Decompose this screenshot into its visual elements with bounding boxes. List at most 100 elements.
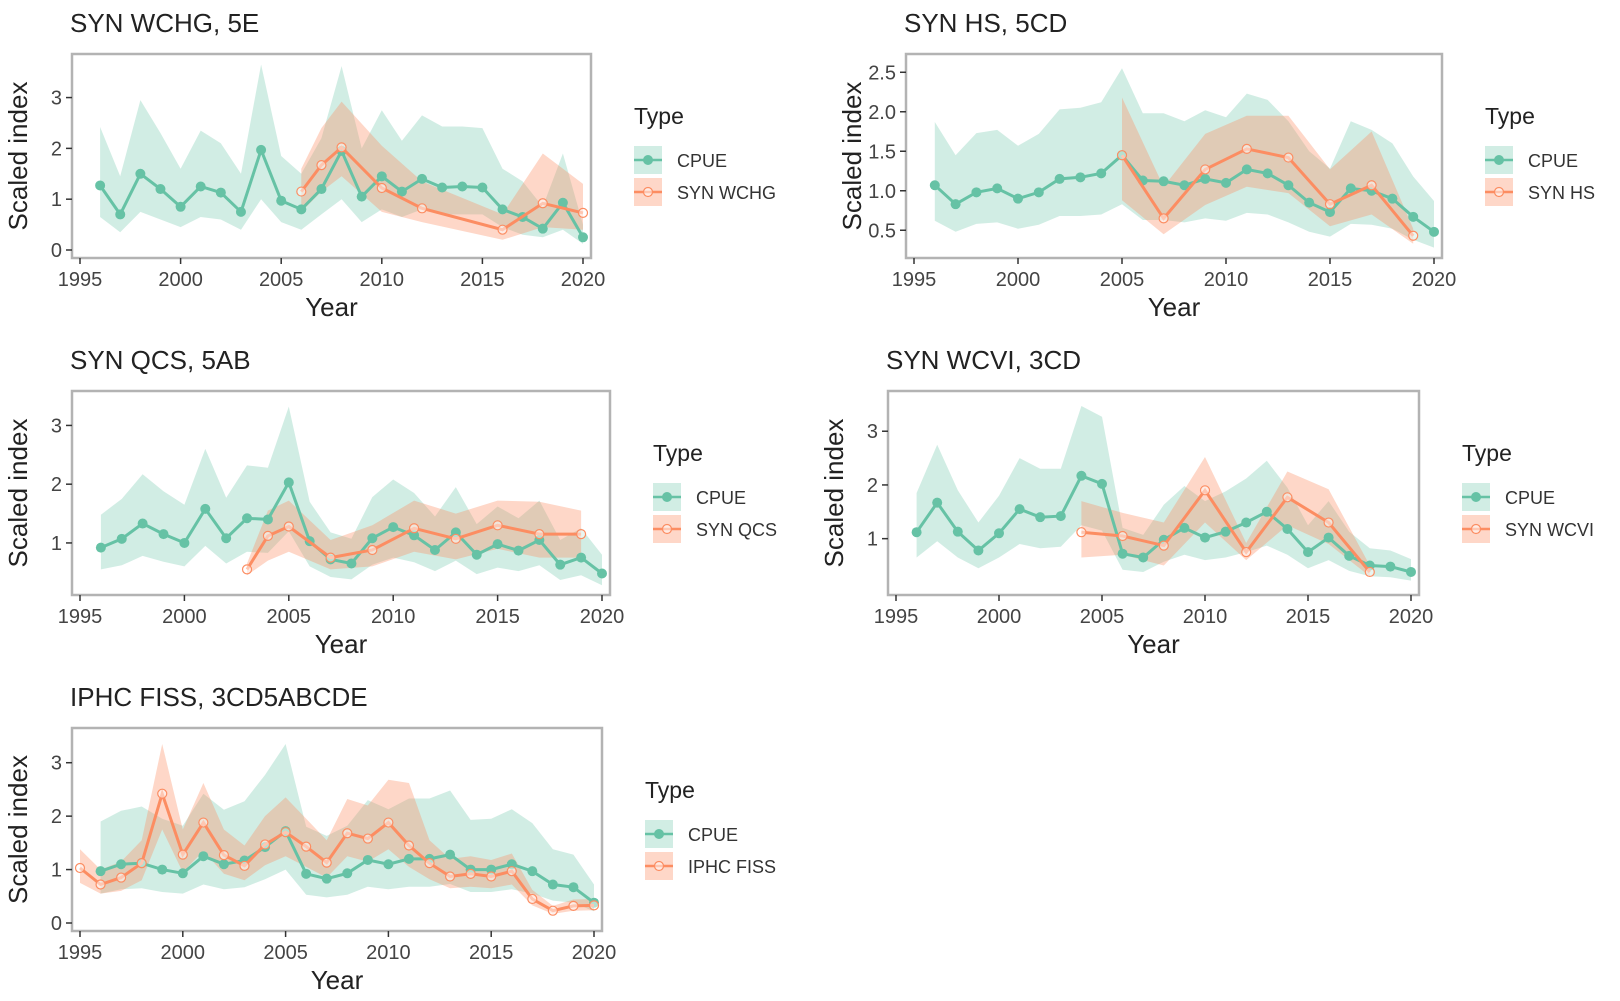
legend-label: SYN QCS	[696, 520, 777, 540]
data-point	[416, 203, 428, 214]
data-point	[1054, 173, 1065, 184]
panel-1: SYN WCHG, 5E 0 1 2 3 1995 2000 2005 2010 2015 2020…	[3, 8, 776, 322]
x-tick-label: 1995	[58, 606, 103, 628]
data-point	[1241, 546, 1252, 558]
legend-title: Type	[653, 440, 703, 466]
y-tick-label: 1	[51, 860, 62, 882]
data-point	[568, 882, 579, 893]
x-tick-label: 1995	[58, 269, 103, 291]
ci-ribbon	[916, 406, 1411, 581]
data-point	[1117, 548, 1128, 559]
data-point	[177, 849, 188, 860]
legend-title: Type	[1485, 103, 1535, 129]
data-point	[1325, 207, 1335, 218]
data-point	[403, 853, 414, 864]
y-tick-label: 3	[51, 753, 62, 775]
data-point	[175, 201, 186, 212]
data-point	[450, 533, 461, 544]
data-point	[74, 862, 86, 874]
data-point	[1323, 532, 1334, 543]
data-point	[1199, 485, 1211, 496]
data-point	[356, 191, 367, 202]
y-tick-label: 0	[51, 913, 62, 935]
x-axis-label: Year	[311, 965, 364, 995]
x-axis-label: Year	[1148, 292, 1201, 322]
x-tick-label: 2005	[1080, 606, 1125, 628]
data-point	[301, 841, 312, 852]
data-point	[1324, 199, 1336, 210]
x-tick-label: 2005	[263, 942, 308, 964]
data-point	[1387, 193, 1398, 204]
data-point	[1200, 532, 1210, 543]
data-point	[588, 900, 600, 911]
data-point	[537, 198, 548, 209]
data-point	[321, 873, 332, 884]
panel-4: SYN WCVI, 3CD 1 2 3 1995 2000 2005 2010 2015 2020…	[819, 345, 1594, 659]
data-point	[198, 817, 209, 828]
data-point	[242, 513, 253, 524]
data-point	[1303, 547, 1313, 558]
panel-title: SYN QCS, 5AB	[70, 345, 251, 375]
data-point	[497, 224, 508, 235]
legend-key-point	[643, 155, 653, 165]
ci-ribbon	[301, 101, 583, 240]
data-point	[1221, 177, 1231, 188]
data-point	[577, 207, 589, 219]
data-point	[417, 173, 428, 184]
y-tick-label: 1	[867, 529, 878, 551]
data-point	[576, 552, 587, 563]
x-tick-label: 2020	[1389, 606, 1434, 628]
data-point	[95, 180, 106, 191]
data-point	[195, 181, 206, 192]
data-point	[367, 533, 378, 544]
data-point	[1179, 522, 1190, 533]
data-point	[578, 232, 588, 243]
data-point	[1055, 511, 1066, 522]
y-tick-label: 2	[51, 474, 62, 496]
data-point	[367, 544, 378, 556]
y-tick-label: 0.5	[868, 220, 896, 242]
data-point	[116, 533, 127, 544]
data-point	[971, 187, 982, 198]
data-point	[137, 518, 148, 529]
data-point	[409, 530, 420, 541]
data-point	[1158, 176, 1169, 187]
data-point	[1096, 168, 1107, 179]
data-point	[576, 529, 587, 540]
data-point	[262, 514, 273, 525]
data-point	[362, 833, 373, 844]
data-point	[200, 503, 211, 514]
data-point	[1076, 527, 1087, 538]
panel-title: SYN WCVI, 3CD	[886, 345, 1081, 375]
y-tick-label: 3	[51, 415, 62, 437]
data-point	[383, 859, 394, 870]
data-point	[116, 859, 127, 870]
data-point	[437, 182, 448, 193]
y-axis-label: Scaled index	[837, 82, 867, 231]
data-point	[346, 558, 357, 569]
legend-key-point	[653, 860, 665, 872]
data-point	[992, 183, 1003, 194]
plot-frame	[70, 52, 593, 260]
panel-3: SYN QCS, 5AB 1 2 3 1995 2000 2005 2010 2015 2020 Y…	[3, 345, 777, 659]
x-tick-label: 2000	[158, 269, 203, 291]
data-point	[336, 142, 347, 153]
data-point	[497, 204, 508, 215]
y-axis-label: Scaled index	[3, 419, 33, 568]
plot-frame	[70, 389, 612, 597]
legend-key-point	[1470, 523, 1482, 535]
x-axis-label: Year	[1127, 629, 1180, 659]
x-tick-label: 2015	[1308, 269, 1353, 291]
panel-title: SYN WCHG, 5E	[70, 8, 259, 38]
data-point	[221, 533, 232, 544]
data-point	[1241, 517, 1252, 528]
legend-key-point	[1494, 155, 1504, 165]
legend-label: IPHC FISS	[688, 857, 776, 877]
data-point	[296, 186, 307, 197]
x-tick-label: 2000	[161, 942, 206, 964]
data-point	[95, 542, 106, 553]
data-point	[929, 180, 940, 191]
data-point	[1116, 150, 1128, 161]
data-point	[316, 160, 327, 171]
